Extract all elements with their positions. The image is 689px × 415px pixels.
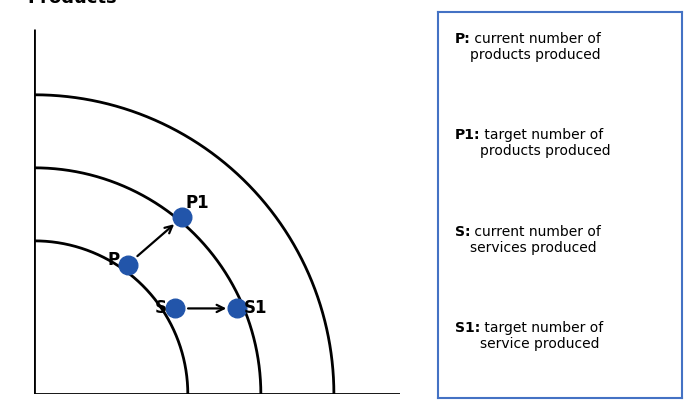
Text: current number of
products produced: current number of products produced bbox=[471, 32, 601, 62]
Text: P: P bbox=[107, 251, 120, 269]
Text: P1:: P1: bbox=[455, 128, 480, 142]
Point bbox=[232, 305, 243, 312]
Text: P:: P: bbox=[455, 32, 471, 46]
Text: S:: S: bbox=[455, 225, 470, 239]
Point bbox=[122, 261, 133, 268]
Text: S1:: S1: bbox=[455, 321, 480, 335]
Point bbox=[177, 214, 188, 220]
Text: target number of
products produced: target number of products produced bbox=[480, 128, 610, 159]
Text: P1: P1 bbox=[185, 194, 209, 212]
Text: S1: S1 bbox=[244, 300, 267, 317]
Text: current number of
services produced: current number of services produced bbox=[470, 225, 601, 255]
Text: S: S bbox=[155, 300, 167, 317]
Point bbox=[169, 305, 181, 312]
Text: target number of
service produced: target number of service produced bbox=[480, 321, 603, 352]
Text: Products: Products bbox=[27, 0, 116, 7]
